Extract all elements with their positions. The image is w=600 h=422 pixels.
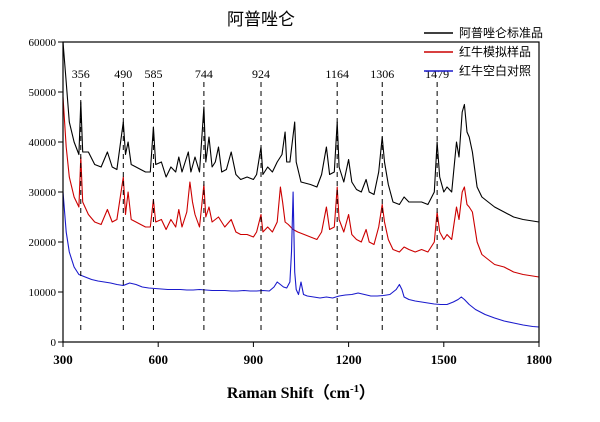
- peak-label-585: 585: [144, 67, 162, 81]
- peak-label-1306: 1306: [370, 67, 394, 81]
- y-tick-label-30000: 30000: [29, 187, 57, 199]
- x-axis: 300 600 900 1200 1500 1800: [53, 342, 552, 367]
- x-tick-label-600: 600: [148, 352, 168, 367]
- peak-markers: 356 490 585 744 924 1164 1306 1479: [72, 67, 449, 332]
- plot-frame: [62, 41, 540, 343]
- peak-label-490: 490: [114, 67, 132, 81]
- legend-label-1: 阿普唑仑标准品: [459, 26, 543, 40]
- peak-label-1479: 1479: [425, 67, 449, 81]
- legend-label-2: 红牛模拟样品: [459, 44, 531, 59]
- y-tick-label-10000: 10000: [29, 287, 57, 299]
- x-axis-label-superscript: -1: [350, 383, 359, 395]
- peak-label-744: 744: [195, 67, 213, 81]
- x-tick-label-1800: 1800: [526, 352, 552, 367]
- plot-area: 356 490 585 744 924 1164 1306 1479 300 600 900 120…: [29, 37, 553, 367]
- x-tick-label-300: 300: [53, 352, 73, 367]
- y-axis: 0 10000 20000 30000 40000 50000 60000: [29, 37, 63, 349]
- series-line-2: [62, 96, 540, 278]
- x-axis-label: Raman Shift（cm: [227, 384, 351, 402]
- y-tick-label-60000: 60000: [29, 37, 57, 49]
- legend-label-3: 红牛空白对照: [459, 63, 531, 78]
- x-tick-label-900: 900: [244, 352, 264, 367]
- y-tick-label-50000: 50000: [29, 87, 57, 99]
- x-axis-title: Raman Shift（cm-1）: [227, 383, 375, 402]
- y-tick-label-20000: 20000: [29, 237, 57, 249]
- peak-label-1164: 1164: [325, 67, 349, 81]
- series-layer: [62, 41, 540, 328]
- peak-label-356: 356: [72, 67, 90, 81]
- y-tick-label-0: 0: [51, 337, 57, 349]
- y-tick-label-40000: 40000: [29, 137, 57, 149]
- series-line-3: [62, 191, 540, 328]
- x-axis-label-close: ）: [359, 384, 375, 402]
- chart-title: 阿普唑仑: [227, 10, 295, 29]
- x-tick-label-1500: 1500: [431, 352, 457, 367]
- peak-label-924: 924: [252, 67, 270, 81]
- series-line-1: [62, 41, 540, 223]
- x-tick-label-1200: 1200: [336, 352, 362, 367]
